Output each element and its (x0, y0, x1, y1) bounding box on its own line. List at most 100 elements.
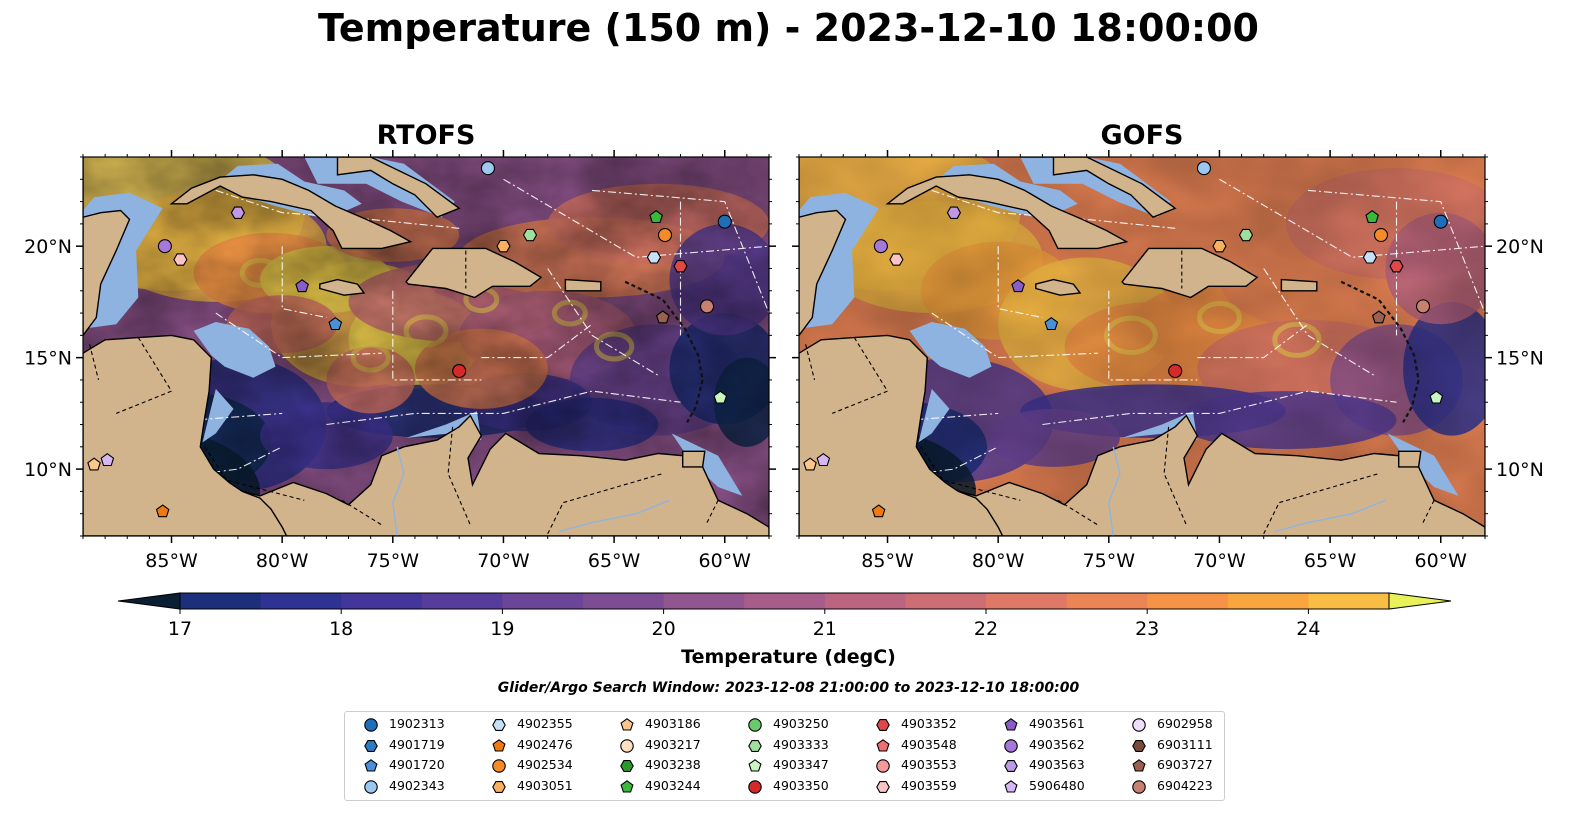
colorbar-tick-label: 21 (813, 618, 837, 640)
land (192, 414, 769, 536)
legend-marker (748, 718, 762, 732)
float-marker-4902476 (155, 504, 170, 518)
legend-marker-icon (620, 718, 634, 731)
legend-label: 6902958 (1157, 716, 1213, 731)
legend-marker (492, 759, 506, 773)
eez-boundary (547, 268, 659, 376)
legend-label: 4903333 (773, 736, 829, 752)
legend-label: 4903561 (1029, 716, 1085, 731)
legend-label: 4903559 (901, 777, 957, 793)
map-frame (798, 156, 1486, 537)
colorbar-tick-label: 22 (974, 618, 998, 640)
legend-marker (748, 779, 762, 794)
country-border (447, 426, 471, 526)
legend-marker (1004, 718, 1018, 731)
legend-marker (1132, 779, 1146, 794)
legend-marker (876, 780, 890, 793)
legend-marker-icon (1132, 759, 1146, 772)
land (304, 157, 461, 219)
x-tick-label: 85°W (145, 550, 198, 572)
map-panel-rtofs (83, 157, 769, 536)
float-legend: 1902313 4901719 4901720 4902343 4902355 49024… (344, 711, 1225, 801)
legend-marker-icon (364, 779, 378, 794)
float-marker-5906480 (816, 453, 831, 467)
float-marker-4903561 (1011, 279, 1025, 293)
legend-label: 6903727 (1157, 757, 1213, 772)
river (558, 499, 670, 533)
land (319, 278, 366, 296)
map-frame (82, 156, 770, 537)
legend-marker (1132, 759, 1146, 772)
float-marker-4902534 (657, 227, 673, 243)
legend-marker (1004, 760, 1018, 772)
legend-marker-icon (364, 739, 378, 752)
legend-label: 6903111 (1157, 736, 1213, 752)
legend-marker-icon (1004, 779, 1018, 793)
land (1397, 450, 1422, 468)
colorbar-bin (260, 593, 342, 609)
river (1274, 499, 1386, 533)
x-tick-label: 75°W (1083, 550, 1136, 572)
x-tick-label: 70°W (1193, 550, 1246, 572)
eez-boundary (931, 312, 1098, 359)
float-marker-4903333 (522, 228, 538, 242)
float-marker-6903727 (1371, 310, 1386, 324)
shelf-water (1387, 433, 1459, 496)
land (953, 157, 956, 159)
x-tick-label: 65°W (588, 550, 641, 572)
colorbar: 17 18 19 20 21 22 23 24 (117, 592, 1452, 640)
legend-marker (364, 718, 378, 732)
legend-marker-icon (620, 779, 634, 793)
land (799, 334, 1004, 536)
country-border (920, 446, 1021, 501)
land (1121, 247, 1259, 299)
legend-label: 4903352 (901, 716, 957, 731)
legend-label: 4903238 (645, 757, 701, 772)
legend-marker (748, 739, 762, 752)
float-marker-4903186 (87, 457, 101, 471)
float-marker-4901720 (1044, 317, 1059, 331)
float-marker-4903051 (1212, 239, 1227, 253)
country-border (89, 344, 100, 381)
legend-marker (364, 779, 378, 794)
y-tick-label: 15°N (24, 348, 72, 370)
y-tick-label: 20°N (1496, 236, 1544, 258)
legend-label: 1902313 (389, 716, 445, 731)
legend-marker-icon (492, 738, 506, 752)
legend-marker (1004, 779, 1018, 793)
eez-boundary (104, 401, 283, 421)
colorbar-bin (583, 593, 665, 609)
x-tick-label: 70°W (477, 550, 530, 572)
legend-marker-icon (876, 719, 890, 731)
float-marker-4903347 (1429, 390, 1444, 404)
float-marker-1902313 (1433, 214, 1448, 229)
float-marker-4903244 (649, 210, 663, 224)
legend-marker-icon (876, 738, 890, 752)
legend-marker-icon (876, 759, 890, 773)
colorbar-extend-low (117, 592, 181, 610)
float-marker-6903727 (655, 310, 670, 324)
float-marker-4903244 (1365, 210, 1379, 224)
land (799, 157, 847, 337)
eez-boundary (326, 390, 681, 426)
lesser-antilles (624, 280, 704, 423)
page-title: Temperature (150 m) - 2023-12-10 18:00:0… (317, 6, 1259, 50)
legend-marker-icon (620, 760, 634, 772)
x-tick-label: 75°W (367, 550, 420, 572)
legend-label: 5906480 (1029, 777, 1085, 793)
legend-marker (364, 739, 378, 752)
legend-marker (620, 738, 634, 753)
land (405, 247, 543, 299)
float-marker-5906480 (100, 453, 115, 467)
river (1108, 446, 1121, 536)
colorbar-tick-label: 18 (329, 618, 353, 640)
land (885, 174, 1129, 250)
legend-label: 4902476 (517, 736, 573, 752)
legend-label: 4903244 (645, 777, 701, 793)
x-tick-label: 60°W (1415, 550, 1468, 572)
float-marker-4903562 (873, 239, 888, 254)
legend-marker-icon (748, 739, 762, 752)
legend-marker-icon (364, 718, 378, 732)
colorbar-bin (502, 593, 584, 609)
x-tick-label: 85°W (861, 550, 914, 572)
